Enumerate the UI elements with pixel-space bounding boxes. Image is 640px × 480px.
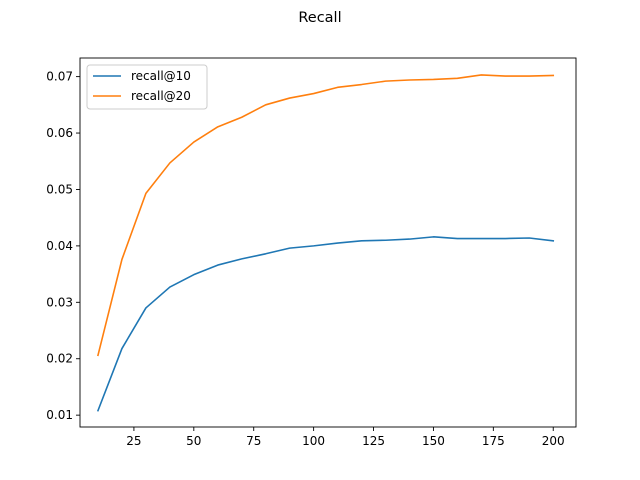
y-tick-label: 0.04 — [46, 239, 73, 253]
series-line-recall@20 — [96, 74, 555, 357]
series-line-recall@10 — [96, 236, 555, 412]
y-tick-label: 0.01 — [46, 408, 73, 422]
series-layer — [96, 74, 555, 412]
chart-title: Recall — [298, 10, 341, 26]
legend: recall@10 recall@20 — [86, 64, 208, 110]
y-tick-label: 0.02 — [46, 352, 73, 366]
x-tick-label: 175 — [482, 434, 505, 448]
plot-frame — [79, 57, 577, 428]
legend-label-recall@20: recall@20 — [131, 89, 191, 103]
x-tick-label: 150 — [422, 434, 445, 448]
x-tick-label: 75 — [246, 434, 261, 448]
x-tick-label: 200 — [542, 434, 565, 448]
x-tick-label: 125 — [362, 434, 385, 448]
x-tick-label: 25 — [126, 434, 141, 448]
y-tick-label: 0.03 — [46, 295, 73, 309]
x-tick-label: 100 — [302, 434, 325, 448]
y-tick-label: 0.07 — [46, 70, 73, 84]
legend-label-recall@10: recall@10 — [131, 69, 191, 83]
x-tick-label: 50 — [186, 434, 201, 448]
y-tick-label: 0.06 — [46, 126, 73, 140]
y-tick-label: 0.05 — [46, 182, 73, 196]
axes-layer: 25 50 75 100 125 150 175 200 0.01 0.02 0.03 0.04 0.0… — [46, 57, 577, 448]
